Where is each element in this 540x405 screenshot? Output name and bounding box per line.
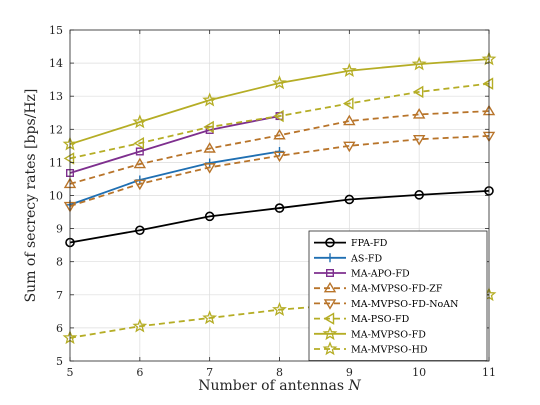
data-point — [202, 310, 218, 325]
data-point — [135, 147, 144, 156]
data-point — [203, 163, 216, 174]
x-axis-label: Number of antennas N — [198, 378, 361, 394]
data-point — [272, 301, 287, 316]
data-point — [272, 75, 287, 90]
data-point — [204, 211, 215, 222]
legend-item: MA-MVPSO-FD — [314, 326, 426, 341]
data-point — [205, 158, 215, 168]
legend-marker — [326, 269, 335, 278]
data-point — [482, 77, 494, 90]
legend-item: MA-MVPSO-HD — [314, 341, 428, 356]
data-point — [132, 114, 148, 129]
data-point — [203, 142, 216, 153]
data-point — [273, 151, 286, 163]
series-ma-mvpso-fd-noan — [63, 131, 496, 213]
data-point — [133, 136, 145, 150]
data-point — [273, 109, 284, 123]
series-ma-mvpso-fd-zf — [63, 104, 496, 189]
series-line-ma-mvpso-fd-zf — [69, 110, 490, 185]
series-line-as-fd — [69, 150, 280, 206]
legend-label: MA-MVPSO-FD-ZF — [351, 284, 443, 295]
data-point — [274, 203, 285, 213]
y-tick-label: 12 — [49, 123, 63, 136]
legend-label: MA-APO-FD — [351, 269, 410, 280]
data-point — [412, 108, 426, 119]
series-line-ma-mvpso-fd-noan — [69, 135, 490, 207]
series-line-ma-apo-fd — [69, 115, 280, 174]
data-point — [414, 190, 424, 200]
y-tick-label: 7 — [56, 289, 63, 302]
data-point — [411, 56, 427, 71]
y-tick-label: 6 — [56, 322, 63, 335]
legend-item: MA-APO-FD — [314, 269, 410, 280]
legend-label: MA-MVPSO-FD — [351, 329, 426, 340]
legend-item: MA-MVPSO-FD-ZF — [314, 281, 443, 295]
y-tick-label: 10 — [49, 190, 63, 203]
legend-label: FPA-FD — [351, 238, 388, 249]
legend-marker — [325, 253, 335, 263]
y-tick-label: 8 — [56, 256, 63, 269]
axis-ticks: 5 6 7 8 9 10 11 5 6 7 8 9 10 11 12 13 14 15 — [49, 24, 496, 379]
x-tick-label: 6 — [136, 366, 143, 379]
legend-label: MA-PSO-FD — [351, 314, 410, 325]
legend-marker — [322, 326, 338, 341]
x-tick-label: 5 — [67, 366, 74, 379]
legend-label: MA-MVPSO-HD — [351, 345, 428, 356]
data-point — [133, 179, 147, 191]
series-line-ma-pso-fd — [69, 82, 490, 160]
x-tick-label: 8 — [276, 366, 283, 379]
y-tick-label: 14 — [49, 57, 63, 70]
legend-label: MA-MVPSO-FD-NoAN — [351, 299, 458, 310]
legend-item: MA-PSO-FD — [314, 312, 410, 325]
y-tick-label: 15 — [49, 24, 63, 37]
legend-marker — [323, 281, 337, 293]
data-point — [275, 146, 284, 156]
legend-item: FPA-FD — [314, 237, 388, 249]
data-point — [344, 194, 355, 205]
data-point — [135, 225, 145, 236]
y-tick-label: 5 — [56, 355, 63, 368]
series-line-fpa-fd — [69, 189, 490, 244]
data-point — [202, 92, 218, 107]
legend-item: MA-MVPSO-FD-NoAN — [314, 299, 458, 310]
data-point — [412, 85, 424, 99]
legend-label: AS-FD — [350, 253, 383, 264]
legend-item: AS-FD — [314, 253, 383, 264]
x-axis-label-variable: N — [348, 378, 362, 394]
y-tick-label: 9 — [56, 223, 63, 236]
data-point — [412, 135, 426, 146]
data-point — [273, 128, 286, 140]
x-tick-label: 10 — [412, 366, 426, 379]
legend-marker — [322, 341, 338, 356]
data-point — [342, 97, 354, 110]
y-axis-label: Sum of secrecy rates [bps/Hz] — [23, 89, 39, 303]
data-point — [343, 114, 356, 126]
data-point — [132, 318, 148, 333]
data-point — [343, 141, 356, 153]
data-point — [203, 120, 214, 134]
y-tick-label: 11 — [49, 156, 63, 169]
legend-marker — [325, 237, 335, 248]
x-tick-label: 9 — [346, 366, 353, 379]
data-point — [133, 157, 147, 169]
y-tick-label: 13 — [49, 90, 63, 103]
x-tick-label: 7 — [206, 366, 213, 379]
data-point — [63, 152, 75, 165]
legend-marker — [323, 299, 337, 310]
x-tick-label: 11 — [482, 366, 496, 379]
series-line-ma-mvpso-fd — [69, 58, 490, 146]
legend-box — [308, 230, 488, 362]
data-point — [341, 62, 357, 78]
legend-marker — [323, 312, 335, 325]
x-axis-label-text: Number of antennas — [198, 378, 348, 394]
series-ma-pso-fd — [63, 77, 494, 165]
legend: FPA-FD AS-FD MA-APO-FD MA-MVPSO-FD-ZF MA-MVP… — [308, 230, 488, 362]
